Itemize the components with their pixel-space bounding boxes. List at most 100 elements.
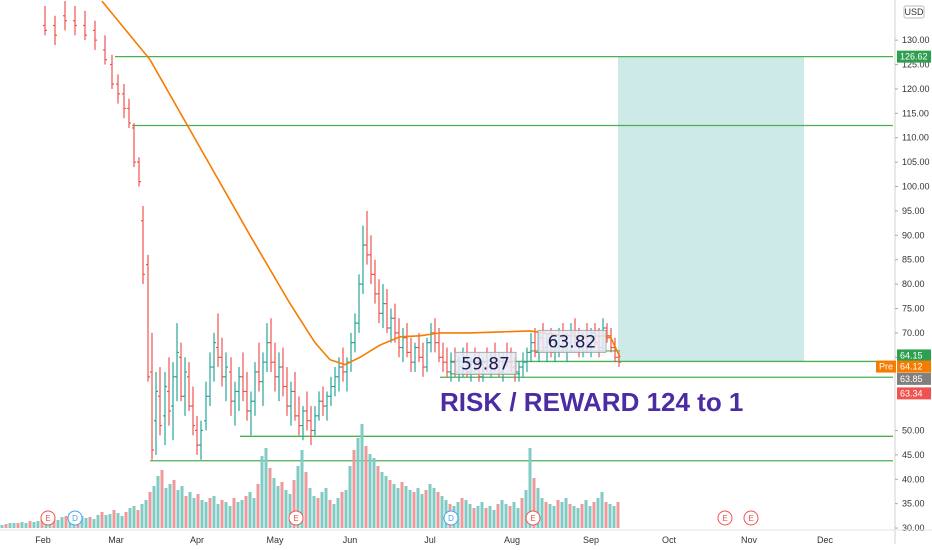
ohlc-bar xyxy=(122,84,126,119)
volume-bar xyxy=(124,512,128,528)
y-tick-label: 115.00 xyxy=(902,108,929,118)
ohlc-bar xyxy=(116,74,120,104)
ohlc-bar xyxy=(137,157,141,187)
volume-bar xyxy=(12,523,16,528)
ohlc-bar xyxy=(285,367,289,416)
ohlc-bar xyxy=(103,35,107,65)
y-tick-label: 40.00 xyxy=(902,474,925,484)
volume-bar xyxy=(256,484,260,528)
volume-bar xyxy=(568,504,572,528)
volume-bar xyxy=(384,476,388,528)
volume-bar xyxy=(112,510,116,528)
volume-bar xyxy=(184,496,188,528)
ohlc-bar xyxy=(301,406,305,441)
price-label-box xyxy=(897,349,931,362)
price-label: 126.62 xyxy=(897,50,931,63)
volume-bar xyxy=(412,492,416,528)
ohlc-bar xyxy=(141,206,145,285)
ohlc-bar xyxy=(204,381,208,431)
volume-bar xyxy=(484,508,488,528)
volume-bar xyxy=(536,488,540,528)
volume-bar xyxy=(388,480,392,528)
volume-bar xyxy=(264,448,268,528)
event-marker: D xyxy=(67,510,83,526)
ohlc-bar xyxy=(208,352,212,407)
volume-bar xyxy=(472,508,476,528)
event-marker-label: D xyxy=(72,514,78,523)
volume-bar xyxy=(148,492,152,528)
volume-bar xyxy=(156,476,160,528)
ohlc-bar xyxy=(521,352,525,377)
volume-bar xyxy=(32,522,36,528)
y-tick-label: 100.00 xyxy=(902,182,930,192)
volume-bar xyxy=(252,498,256,528)
ohlc-bar xyxy=(127,98,131,128)
y-tick-label: 70.00 xyxy=(902,328,925,338)
volume-bar xyxy=(120,516,124,528)
price-label-text: 63.85 xyxy=(900,374,923,384)
x-tick-label: Dec xyxy=(817,535,834,545)
ohlc-bar xyxy=(245,371,249,421)
ohlc-bar xyxy=(83,10,87,41)
volume-bar xyxy=(440,496,444,528)
ohlc-bar xyxy=(365,210,369,265)
event-marker-circle xyxy=(443,510,459,526)
ohlc-bar xyxy=(325,391,329,421)
volume-bar xyxy=(88,517,92,528)
price-label-text: 126.62 xyxy=(900,52,928,62)
volume-bar xyxy=(560,502,564,528)
volume-bar xyxy=(0,525,4,528)
volume-bar xyxy=(36,521,40,528)
volume-bar xyxy=(552,506,556,528)
event-marker-circle xyxy=(40,510,56,526)
ohlc-bar xyxy=(220,337,224,387)
ohlc-bar xyxy=(110,54,114,89)
volume-bar xyxy=(488,506,492,528)
volume-bar xyxy=(236,502,240,528)
ohlc-bar xyxy=(421,342,425,377)
ohlc-bar xyxy=(405,323,409,358)
ohlc-bar xyxy=(241,352,245,402)
ohlc-bar xyxy=(253,362,257,416)
price-label: 63.85 xyxy=(897,372,931,385)
ohlc-bar xyxy=(333,367,337,397)
volume-bar xyxy=(312,496,316,528)
volume-bar xyxy=(500,500,504,528)
ohlc-bar xyxy=(237,367,241,411)
volume-bar xyxy=(436,492,440,528)
volume-bar xyxy=(540,498,544,528)
ohlc-bar xyxy=(195,415,199,455)
volume-bar xyxy=(496,504,500,528)
ohlc-bar xyxy=(257,342,261,392)
volume-bar xyxy=(476,506,480,528)
volume-bar xyxy=(8,523,12,528)
volume-bar xyxy=(572,506,576,528)
volume-bar xyxy=(588,506,592,528)
ohlc-bar xyxy=(132,123,136,168)
volume-bar xyxy=(224,502,228,528)
volume-bar xyxy=(300,450,304,528)
ohlc-bar xyxy=(417,332,421,363)
currency-box xyxy=(903,5,925,19)
ohlc-bar xyxy=(199,420,203,460)
ohlc-bar xyxy=(150,332,154,460)
volume-bar xyxy=(372,458,376,528)
ohlc-bar xyxy=(183,357,187,416)
price-label-box xyxy=(897,372,931,385)
y-tick-label: 45.00 xyxy=(902,450,925,460)
headline-text: RISK / REWARD 124 to 1 xyxy=(440,387,743,417)
y-tick-label: 95.00 xyxy=(902,206,925,216)
volume-bar xyxy=(324,488,328,528)
volume-bar xyxy=(504,504,508,528)
volume-bar xyxy=(104,515,108,528)
ohlc-bar xyxy=(229,357,233,416)
moving-average-line xyxy=(101,0,621,366)
ohlc-bar xyxy=(329,376,333,407)
volume-bar xyxy=(520,498,524,528)
event-marker: E xyxy=(743,510,759,526)
ohlc-bar xyxy=(269,318,273,372)
ohlc-bar xyxy=(433,318,437,353)
y-tick-label: 125.00 xyxy=(902,60,930,70)
